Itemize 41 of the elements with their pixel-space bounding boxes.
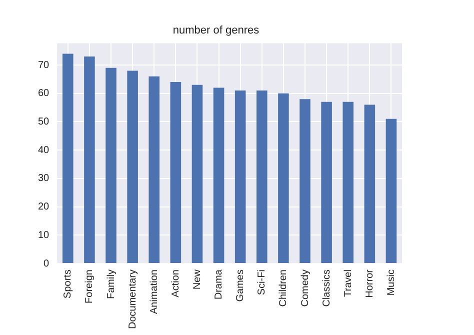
bar	[256, 90, 268, 264]
bar	[278, 93, 289, 264]
y-tick-label: 70	[38, 60, 50, 71]
y-tick-label: 0	[44, 258, 50, 270]
bar	[148, 76, 160, 264]
x-tick-label: Travel	[342, 270, 354, 297]
x-tick-label: Children	[278, 270, 290, 307]
x-tick-label: Drama	[214, 269, 225, 300]
bar	[321, 102, 332, 264]
bar	[234, 90, 246, 264]
bar	[127, 70, 138, 264]
x-tick-label: Documentary	[127, 270, 138, 329]
bar	[364, 104, 376, 264]
bar	[300, 99, 310, 264]
x-tick-label: Foreign	[84, 270, 96, 304]
x-tick-label: Games	[235, 270, 246, 302]
bar	[192, 84, 203, 264]
x-tick-label: Action	[170, 270, 182, 298]
x-tick-label: Family	[106, 270, 117, 299]
bar	[62, 54, 74, 264]
bar	[84, 56, 95, 264]
y-tick-label: 20	[38, 202, 50, 213]
x-tick-label: Sci-Fi	[256, 270, 268, 296]
bar	[170, 82, 182, 264]
bar	[213, 88, 224, 264]
x-tick-label: Animation	[148, 270, 160, 314]
y-tick-label: 50	[38, 116, 50, 128]
x-tick-label: Music	[386, 270, 397, 296]
chart-title: number of genres	[172, 24, 260, 37]
bar	[106, 68, 116, 264]
y-tick-label: 30	[38, 173, 50, 184]
bar	[342, 102, 354, 264]
x-tick-label: Classics	[321, 270, 332, 307]
y-tick-label: 10	[38, 230, 50, 241]
y-tick-label: 40	[38, 144, 50, 156]
x-tick-label: Horror	[364, 268, 376, 298]
bar	[386, 118, 397, 264]
x-tick-label: New	[192, 268, 203, 290]
y-tick-label: 60	[38, 88, 50, 100]
x-tick-label: Sports	[62, 270, 74, 298]
x-tick-label: Comedy	[300, 270, 311, 307]
